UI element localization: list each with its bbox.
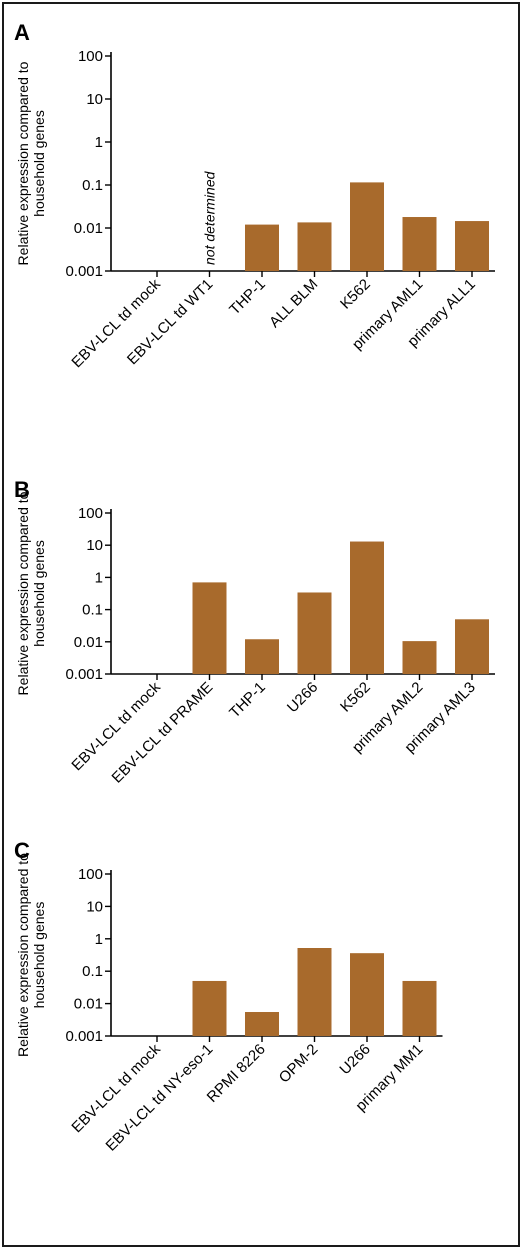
y-tick-label: 0.001 [65, 1028, 103, 1045]
bar [402, 980, 437, 1036]
category-label: EBV-LCL td mock [68, 275, 164, 371]
bar [245, 1012, 279, 1036]
category-label: THP-1 [226, 276, 269, 319]
category-label: EBV-LCL td mock [68, 1040, 164, 1136]
category-label: THP-1 [226, 679, 269, 722]
category-label: ALL BLM [266, 276, 321, 331]
bar [402, 217, 437, 271]
y-axis-title: household genes [31, 902, 47, 1009]
category-label: U266 [336, 1041, 373, 1078]
category-label: EBV-LCL td mock [68, 678, 164, 774]
category-label: K562 [337, 679, 374, 716]
category-label: OPM-2 [276, 1041, 322, 1087]
y-tick-label: 0.01 [74, 996, 103, 1013]
bar [350, 182, 384, 271]
y-tick-label: 1 [95, 569, 103, 586]
category-label: U266 [284, 679, 321, 716]
bar [297, 592, 332, 674]
category-label: EBV-LCL td NY-eso-1 [103, 1041, 217, 1155]
bar [297, 948, 332, 1036]
y-tick-label: 10 [86, 91, 103, 108]
y-axis-title: Relative expression compared to [15, 853, 31, 1057]
bar [245, 224, 279, 271]
panel-letter: C [14, 838, 30, 863]
y-tick-label: 0.1 [82, 963, 103, 980]
y-tick-label: 1 [95, 931, 103, 948]
annotation-not-determined: not determined [202, 170, 218, 265]
bar [245, 639, 279, 674]
y-tick-label: 0.001 [65, 666, 103, 683]
bar [455, 619, 489, 674]
bar [350, 541, 384, 674]
y-tick-label: 10 [86, 898, 103, 915]
y-tick-label: 0.01 [74, 634, 103, 651]
y-tick-label: 100 [78, 505, 103, 522]
bar [192, 980, 227, 1036]
y-axis-title: household genes [31, 540, 47, 647]
y-tick-label: 10 [86, 537, 103, 554]
y-tick-label: 0.1 [82, 177, 103, 194]
bar [455, 221, 489, 271]
y-tick-label: 0.1 [82, 602, 103, 619]
panel-letter: B [14, 477, 30, 502]
y-axis-title: household genes [31, 110, 47, 217]
y-axis-title: Relative expression compared to [15, 491, 31, 695]
y-tick-label: 100 [78, 48, 103, 65]
bar [297, 222, 332, 271]
panel-letter: A [14, 20, 30, 45]
bar [192, 582, 227, 674]
bar [350, 953, 384, 1036]
y-axis-title: Relative expression compared to [15, 61, 31, 265]
y-tick-label: 0.001 [65, 263, 103, 280]
category-label: EBV-LCL td PRAME [109, 679, 217, 787]
bar [402, 641, 437, 674]
y-tick-label: 0.01 [74, 220, 103, 237]
category-label: K562 [337, 276, 374, 313]
y-tick-label: 100 [78, 866, 103, 883]
y-tick-label: 1 [95, 134, 103, 151]
